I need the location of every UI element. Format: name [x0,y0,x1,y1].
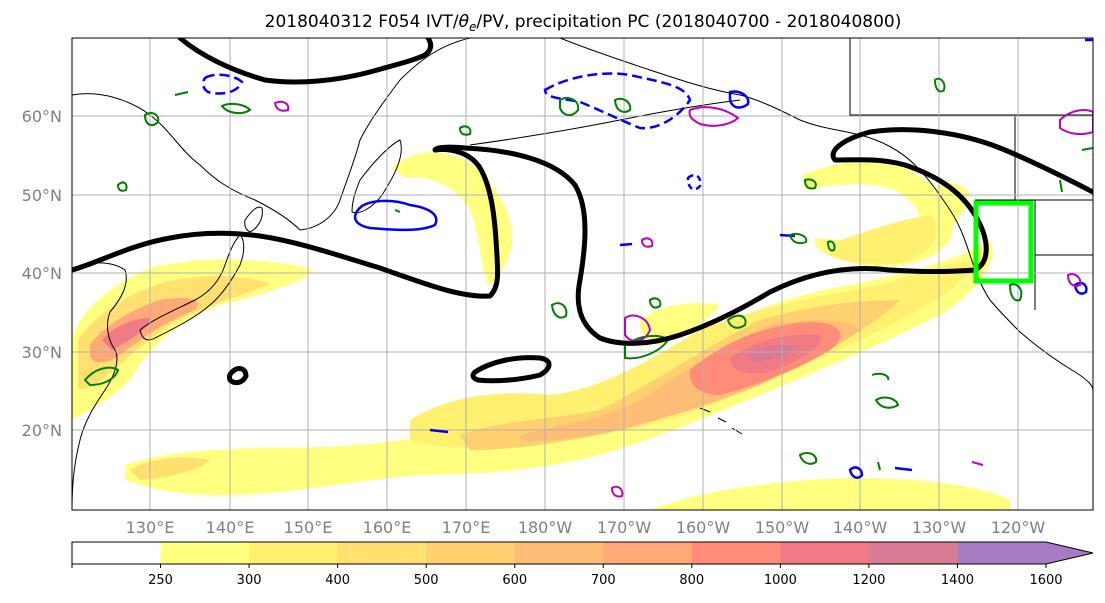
ivt-north-plume [392,152,513,285]
lat-label: 50°N [22,186,62,205]
colorbar-level-label: 600 [502,573,527,588]
theta-cold-contours [201,38,1093,479]
colorbar-segment [426,542,516,564]
title-prefix: 2018040312 F054 IVT/ [265,12,459,32]
lon-label: 120°W [991,518,1046,537]
ivt-shading [72,152,1010,510]
ivt-central-plume [125,240,993,496]
lon-label: 170°E [442,518,491,537]
colorbar-segment [337,542,427,564]
lat-label: 40°N [22,264,62,283]
lon-label: 140°W [833,518,888,537]
lon-label: 130°E [126,518,175,537]
lon-label: 150°W [755,518,810,537]
title-theta: θ [459,12,470,32]
colorbar-extend-arrow [1046,542,1093,564]
title-suffix: /PV, precipitation PC (2018040700 - 2018… [476,12,901,32]
colorbar-segment [780,542,870,564]
colorbar-level-label: 700 [591,573,616,588]
colorbar-segment [868,542,958,564]
colorbar-level-label: 1400 [941,573,974,588]
lon-label: 130°W [912,518,967,537]
lon-axis: 130°E 140°E 150°E 160°E 170°E 180°W 170°… [126,518,1046,537]
colorbar-level-label: 500 [414,573,439,588]
colorbar-segment [249,542,339,564]
colorbar-segment [691,542,781,564]
lon-label: 160°W [676,518,731,537]
pv-contour-ring [226,366,249,386]
colorbar-level-label: 1200 [852,573,885,588]
lon-label: 160°E [363,518,412,537]
colorbar-level-label: 1600 [1029,573,1062,588]
colorbar-outline [71,541,1094,565]
pv-contour-north [177,38,434,85]
colorbar-segment [957,542,1047,564]
lat-label: 30°N [22,343,62,362]
colorbar-segment [603,542,693,564]
colorbar-level-label: 300 [237,573,262,588]
lon-label: 140°E [206,518,255,537]
lon-label: 180°W [518,518,573,537]
colorbar-segment [160,542,250,564]
target-region-box [973,200,1034,284]
colorbar-segment [514,542,604,564]
lat-label: 60°N [22,107,62,126]
map-area [72,38,1093,510]
colorbar-level-label: 800 [679,573,704,588]
lon-label: 150°E [284,518,333,537]
colorbar-level-label: 250 [148,573,173,588]
colorbar-level-label: 1000 [764,573,797,588]
colorbar: 250 300 400 500 600 700 800 1000 1200 1400 1600 [71,541,1094,588]
map-frame [71,37,1094,511]
lat-label: 20°N [22,421,62,440]
pv-contour-loop [470,355,552,384]
plot-title: 2018040312 F054 IVT/θe/PV, precipitation… [265,12,902,34]
pv-small-contours [273,100,1093,498]
lon-label: 170°W [597,518,652,537]
colorbar-segment [72,542,162,564]
lat-axis: 60°N 50°N 40°N 30°N 20°N [22,107,62,440]
title-theta-sub: e [469,20,476,34]
colorbar-level-label: 400 [325,573,350,588]
pv-contour-main [72,127,1093,346]
pv-contour [72,38,1093,386]
